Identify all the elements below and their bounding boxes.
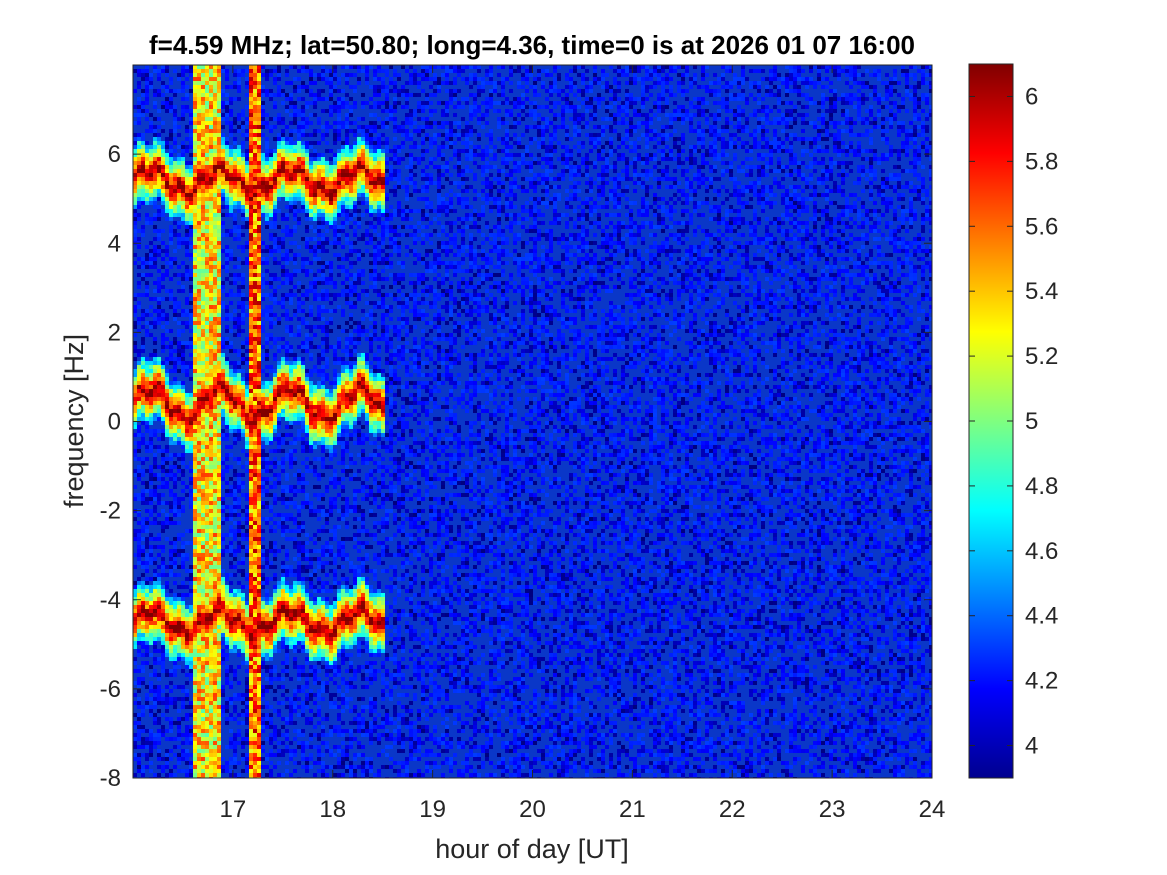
y-tick-label: -2 [100,498,121,525]
x-tick-label: 17 [220,796,247,823]
chart-title: f=4.59 MHz; lat=50.80; long=4.36, time=0… [149,30,915,60]
x-tick-label: 18 [319,796,346,823]
colorbar-tick-label: 5.6 [1025,213,1058,240]
y-tick-label: 2 [108,319,121,346]
y-tick-label: -4 [100,587,121,614]
colorbar-tick-label: 4 [1025,733,1038,760]
x-tick-label: 21 [619,796,646,823]
y-tick-label: 4 [108,230,121,257]
colorbar-tick-label: 4.4 [1025,603,1058,630]
y-tick-label: -6 [100,676,121,703]
colorbar-tick-label: 5.2 [1025,343,1058,370]
colorbar-tick-label: 4.6 [1025,538,1058,565]
colorbar: 4 4.2 4.4 4.6 4.8 5 5.2 5.4 5.6 5.8 6 [969,64,1058,778]
x-tick-label: 24 [919,796,946,823]
colorbar-tick-label: 5.4 [1025,278,1058,305]
y-tick-label: -8 [100,765,121,792]
x-tick-label: 22 [719,796,746,823]
y-tick-label: 0 [108,409,121,436]
colorbar-gradient [969,64,1013,778]
x-tick-label: 23 [819,796,846,823]
colorbar-tick-label: 4.2 [1025,668,1058,695]
y-tick-label: 6 [108,141,121,168]
colorbar-tick-label: 5.8 [1025,148,1058,175]
y-axis-label: frequency [Hz] [59,334,89,508]
x-tick-label: 19 [419,796,446,823]
colorbar-tick-label: 6 [1025,83,1038,110]
colorbar-tick-label: 4.8 [1025,473,1058,500]
colorbar-tick-label: 5 [1025,408,1038,435]
plot-area [133,65,933,781]
x-tick-label: 20 [519,796,546,823]
x-axis-label: hour of day [UT] [435,834,629,864]
